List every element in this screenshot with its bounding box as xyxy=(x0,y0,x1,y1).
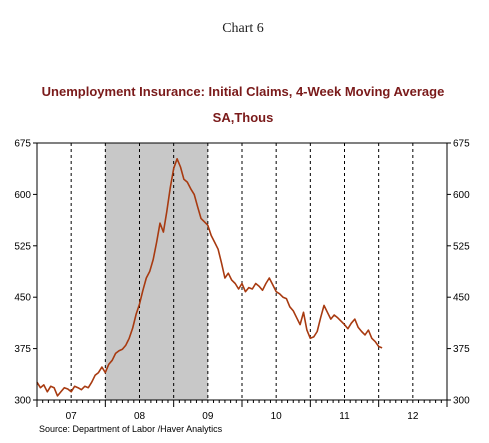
source-note: Source: Department of Labor /Haver Analy… xyxy=(39,424,223,434)
y-tick-label-left: 675 xyxy=(14,139,31,150)
y-tick-label-right: 375 xyxy=(453,344,470,355)
y-tick-label-left: 600 xyxy=(14,190,31,201)
y-tick-label-right: 300 xyxy=(453,396,470,407)
x-tick-label: 07 xyxy=(66,411,78,422)
tick-label-layer: 300 300 375 375 450 450 525 525 600 600 675 675 07 08… xyxy=(14,139,470,423)
gridline-layer xyxy=(70,143,414,400)
x-tick-label: 10 xyxy=(271,411,283,422)
y-tick-label-right: 450 xyxy=(453,293,470,304)
series-layer xyxy=(36,158,383,397)
chart-number-label: Chart 6 xyxy=(222,21,264,36)
series-line-0 xyxy=(36,158,383,397)
y-tick-label-left: 450 xyxy=(14,293,31,304)
y-tick-label-left: 525 xyxy=(14,241,31,252)
y-tick-label-left: 375 xyxy=(14,344,31,355)
chart-title: Unemployment Insurance: Initial Claims, … xyxy=(42,84,445,99)
y-tick-label-right: 525 xyxy=(453,241,470,252)
y-tick-label-right: 675 xyxy=(453,139,470,150)
tick-layer xyxy=(33,142,451,407)
x-tick-label: 12 xyxy=(407,411,419,422)
x-tick-label: 09 xyxy=(202,411,214,422)
y-tick-label-right: 600 xyxy=(453,190,470,201)
y-tick-label-left: 300 xyxy=(14,396,31,407)
recession-shade-0 xyxy=(105,143,208,400)
recession-shading-layer xyxy=(105,143,208,400)
chart-subtitle: SA,Thous xyxy=(213,110,274,125)
x-tick-label: 11 xyxy=(339,411,350,422)
x-tick-label: 08 xyxy=(134,411,146,422)
